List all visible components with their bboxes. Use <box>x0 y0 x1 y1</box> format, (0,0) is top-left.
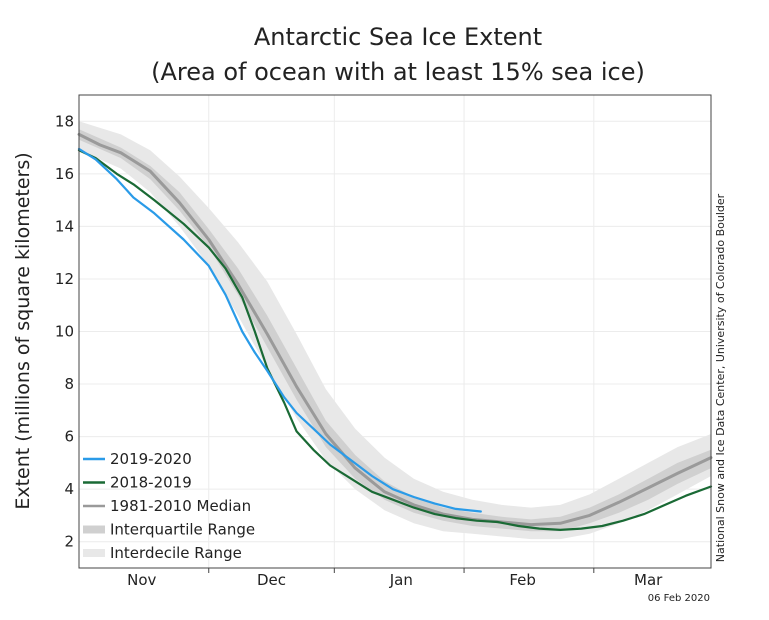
x-tick-label-1: Dec <box>257 571 286 589</box>
legend-label-1: 2018-2019 <box>110 474 192 492</box>
legend-item-4: Interdecile Range <box>83 544 242 562</box>
series-lines <box>77 132 713 532</box>
y-tick-label-7: 16 <box>55 165 74 183</box>
grid-lines <box>79 95 711 573</box>
y-tick-label-4: 10 <box>55 323 74 341</box>
series-line-2 <box>77 147 482 513</box>
legend: 2019-2020 2018-2019 1981-2010 Median Interq… <box>83 450 255 562</box>
x-tick-labels: Nov Dec Jan Feb Mar <box>127 571 663 589</box>
y-tick-label-6: 14 <box>55 217 74 235</box>
legend-label-3: Interquartile Range <box>110 521 255 539</box>
legend-item-1: 2018-2019 <box>83 474 192 492</box>
chart-title: Antarctic Sea Ice Extent <box>254 23 542 51</box>
y-tick-label-0: 2 <box>64 533 74 551</box>
legend-item-3: Interquartile Range <box>83 521 255 539</box>
series-line-1 <box>77 149 713 532</box>
series-line-0 <box>77 132 713 527</box>
x-tick-label-2: Jan <box>389 571 413 589</box>
legend-swatch-4 <box>83 549 105 557</box>
legend-swatch-3 <box>83 525 105 534</box>
legend-item-0: 2019-2020 <box>83 450 192 468</box>
range-bands <box>79 121 711 540</box>
y-tick-label-2: 6 <box>64 428 74 446</box>
y-tick-label-8: 18 <box>55 112 74 130</box>
legend-label-0: 2019-2020 <box>110 450 192 468</box>
x-tick-label-0: Nov <box>127 571 156 589</box>
x-tick-label-3: Feb <box>509 571 536 589</box>
date-label: 06 Feb 2020 <box>648 593 710 604</box>
legend-label-2: 1981-2010 Median <box>110 497 251 515</box>
chart-subtitle: (Area of ocean with at least 15% sea ice… <box>151 58 645 86</box>
legend-item-2: 1981-2010 Median <box>83 497 251 515</box>
y-tick-label-1: 4 <box>64 480 74 498</box>
y-tick-label-3: 8 <box>64 375 74 393</box>
y-tick-labels: 2 4 6 8 10 12 14 16 18 <box>55 112 74 550</box>
y-tick-label-5: 12 <box>55 270 74 288</box>
interquartile-band <box>79 129 711 532</box>
legend-label-4: Interdecile Range <box>110 544 242 562</box>
x-tick-label-4: Mar <box>634 571 663 589</box>
credit-text: National Snow and Ice Data Center, Unive… <box>714 193 727 562</box>
y-axis-label: Extent (millions of square kilometers) <box>12 152 34 509</box>
plot-frame <box>78 94 712 569</box>
